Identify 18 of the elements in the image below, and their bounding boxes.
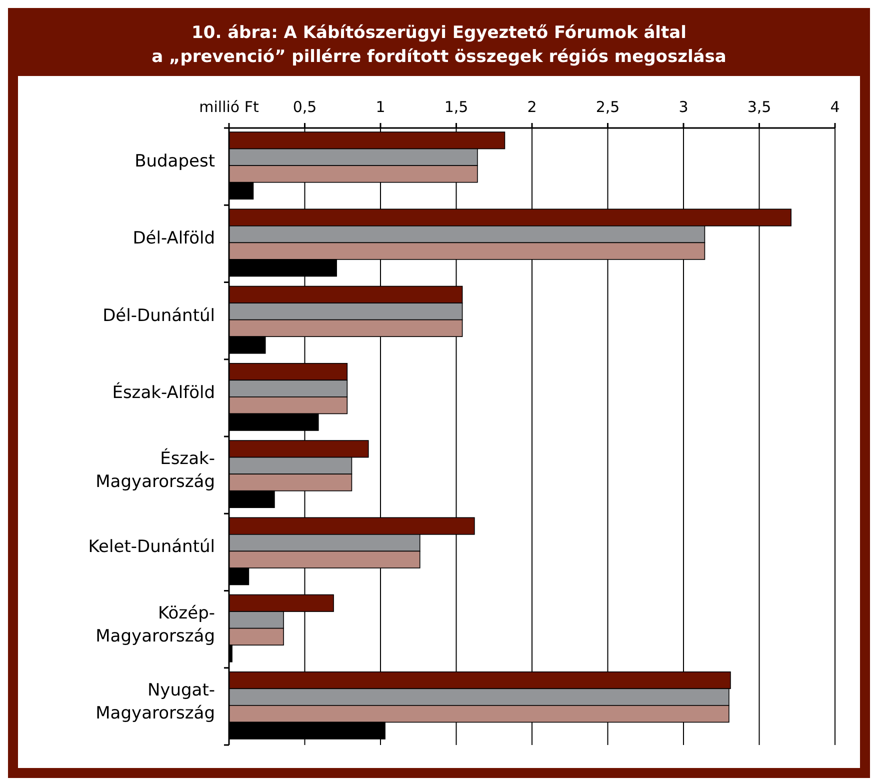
y-tick-label: Budapest (134, 152, 216, 172)
x-tick-label: 1,5 (444, 98, 468, 116)
y-tick-label: Nyugat-Magyarország (96, 680, 215, 724)
y-tick-label: Közép-Magyarország (96, 603, 215, 646)
y-tick-label: Kelet-Dunántúl (88, 537, 215, 558)
x-tick-label: millió Ft (199, 98, 259, 116)
x-tick-label: 1 (376, 98, 386, 116)
x-tick-label: 3 (678, 98, 688, 116)
x-tick-label: 4 (830, 98, 840, 116)
x-tick-label: 2,5 (596, 98, 620, 116)
y-tick-label: Dél-Dunántúl (102, 306, 215, 326)
y-tick-label: Észak-Magyarország (96, 448, 215, 492)
x-tick-label: 0,5 (292, 98, 317, 116)
chart-title: 10. ábra: A Kábítószerügyi Egyeztető Fórumok által a „prevenció” pillérre fordított összegek régiós megoszlása (152, 23, 726, 67)
y-tick-label: Dél-Alföld (132, 228, 215, 249)
y-tick-label: Észak-Alföld (112, 382, 215, 403)
x-tick-label: 3,5 (747, 98, 772, 116)
x-tick-label: 2 (527, 98, 537, 116)
